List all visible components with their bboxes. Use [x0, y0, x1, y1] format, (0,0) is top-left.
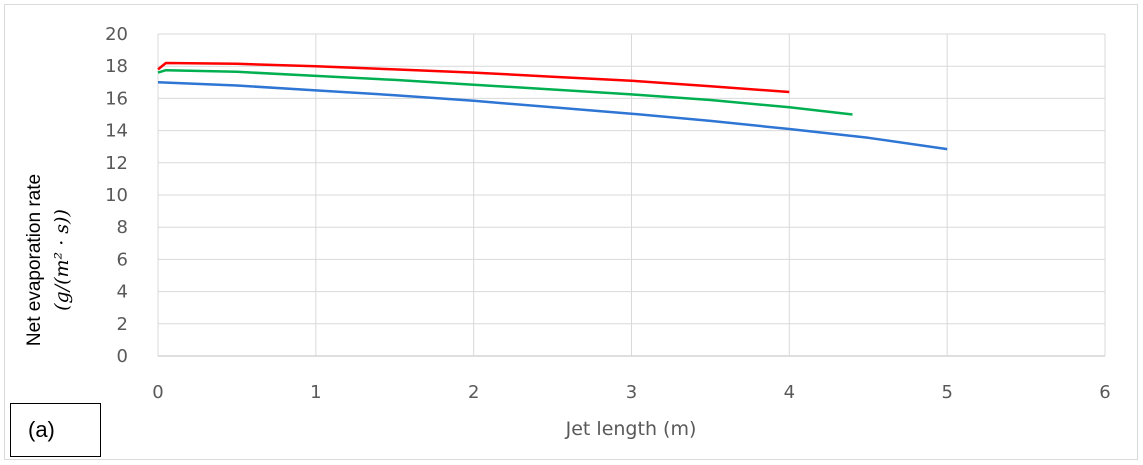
x-tick-label: 3 [626, 382, 637, 403]
panel-label: (a) [28, 417, 55, 442]
y-tick-label: 8 [117, 217, 128, 238]
series-line-2 [157, 68, 853, 116]
y-tick-label: 4 [117, 282, 128, 303]
x-tick-label: 6 [1099, 382, 1110, 403]
series-group [157, 61, 948, 151]
x-tick-label: 2 [468, 382, 479, 403]
series-line-1 [157, 61, 790, 94]
y-tick-label: 20 [105, 24, 128, 45]
x-axis-label: Jet length (m) [565, 418, 697, 440]
series-line-3 [157, 81, 948, 151]
x-tick-labels: 0 1 2 3 4 5 6 [152, 382, 1110, 403]
x-tick-label: 1 [310, 382, 321, 403]
y-tick-label: 18 [105, 56, 128, 77]
y-tick-label: 2 [117, 314, 128, 335]
y-tick-labels: 0 2 4 6 8 10 12 14 16 18 20 [105, 24, 128, 367]
x-tick-label: 5 [941, 382, 952, 403]
grid [157, 33, 1106, 357]
x-tick-label: 0 [152, 382, 163, 403]
panel-label-box: (a) [10, 403, 101, 457]
x-tick-label: 4 [784, 382, 795, 403]
y-tick-label: 0 [117, 346, 128, 367]
y-axis-unit: (g/(m² · s)) [51, 209, 73, 311]
y-tick-label: 12 [105, 153, 128, 174]
chart-frame [4, 4, 1138, 460]
y-tick-label: 16 [105, 88, 128, 109]
y-tick-label: 14 [105, 121, 128, 142]
y-tick-label: 10 [105, 185, 128, 206]
y-axis-label: Net evaporation rate [24, 174, 45, 346]
y-tick-label: 6 [117, 249, 128, 270]
